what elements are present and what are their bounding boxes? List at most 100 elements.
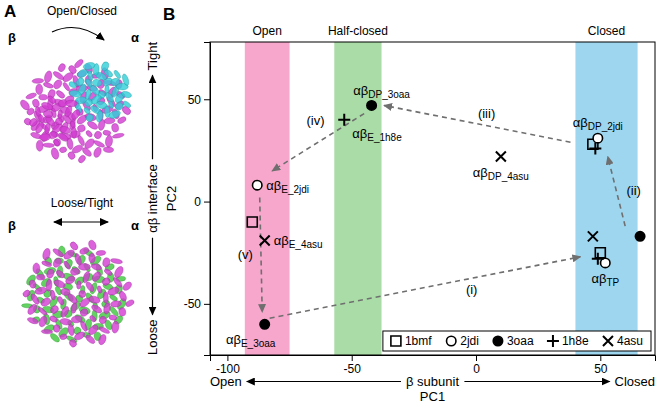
plot-area — [245, 42, 645, 355]
structure-blob — [36, 84, 43, 95]
structure-blob — [27, 316, 39, 325]
structure-blob — [53, 324, 60, 332]
structure-blob — [28, 279, 37, 289]
axis-title-arrow — [247, 381, 401, 382]
structure-blob — [50, 290, 56, 301]
structure-blob — [91, 270, 103, 282]
structure-blob — [111, 123, 119, 132]
data-point — [253, 180, 262, 189]
axis-title-secondary: PC1 — [420, 389, 445, 404]
structure-blob — [59, 305, 70, 318]
structure-open-closed — [19, 58, 133, 164]
label-subscript: E_2jdi — [281, 184, 309, 195]
structure-blob — [111, 321, 119, 334]
structure-blob — [85, 113, 95, 123]
structure-blob — [57, 63, 67, 73]
point-label: αβDP_4asu — [473, 165, 529, 182]
structure-blob — [74, 253, 83, 266]
series-3oaa — [260, 101, 645, 329]
structure-blob — [100, 61, 109, 72]
structure-blob — [117, 116, 127, 125]
points — [247, 101, 645, 329]
y-tick-mark — [204, 99, 210, 100]
y-tick-mark — [204, 304, 210, 305]
label-base: αβ — [353, 83, 368, 98]
structure-blob — [107, 286, 120, 297]
structure-blob — [40, 296, 52, 307]
point-label: αβE_2jdi — [266, 178, 309, 195]
structure-blob — [125, 299, 135, 308]
label-subscript: E_1h8e — [367, 132, 402, 143]
legend-marker — [603, 336, 613, 346]
data-point — [260, 320, 269, 329]
structure-blob — [85, 130, 93, 138]
structure-blob — [41, 260, 52, 267]
data-point — [247, 217, 257, 227]
structure-blob — [70, 302, 77, 313]
structure-blob — [103, 130, 112, 136]
y-tick: 50 — [188, 93, 210, 107]
legend-marker — [447, 336, 456, 345]
x-tick-mark — [352, 355, 353, 361]
x-tick: -50 — [344, 355, 362, 376]
motion-arrow — [52, 28, 104, 41]
y-tick-label: -50 — [184, 297, 202, 311]
data-point — [338, 114, 350, 126]
structure-blob — [86, 120, 99, 131]
data-point — [593, 133, 602, 142]
label-base: αβ — [274, 233, 289, 248]
structure-blob — [28, 117, 39, 128]
structure-blob — [96, 285, 102, 293]
structure-blob — [88, 295, 101, 305]
structure-blob — [87, 239, 97, 251]
subunit-label: α — [131, 218, 139, 233]
structure-blob — [82, 271, 91, 284]
structure-blob — [109, 314, 118, 320]
structure-blob — [52, 247, 65, 258]
subunit-label: β — [8, 218, 16, 233]
y-axis-title: LooseTightαβ interface — [145, 42, 160, 355]
data-point — [589, 142, 601, 154]
structure-blob — [105, 135, 113, 148]
structure-blob — [118, 307, 126, 316]
structure-blob — [57, 132, 70, 143]
structure-blob — [112, 133, 125, 139]
structure-blob — [84, 112, 97, 122]
figure: AOpen/ClosedβαLoose/TightβαB-100-50050-5… — [0, 0, 666, 409]
structure-blob — [57, 296, 65, 306]
structure-blob — [32, 78, 44, 83]
series-4asu — [260, 152, 598, 246]
structure-blob — [55, 269, 66, 279]
structure-blob — [49, 304, 60, 315]
axis-title: αβ interface — [145, 164, 160, 232]
structure-blob — [39, 133, 51, 141]
point-label: αβE_1h8e — [352, 126, 402, 143]
structure-blob — [77, 154, 87, 164]
subunit-label: β — [8, 30, 16, 45]
structure-blob — [83, 106, 91, 114]
structure-blob — [30, 293, 41, 306]
structure-blob — [79, 320, 88, 332]
region-label: Half-closed — [328, 24, 388, 38]
structure-blob — [101, 276, 112, 286]
transition-arrow — [384, 105, 570, 142]
structure-blob — [53, 278, 67, 289]
legend-label: 1h8e — [562, 334, 589, 348]
structure-blob — [89, 314, 97, 322]
region-label: Closed — [588, 24, 625, 38]
arrow-label: (v) — [238, 247, 253, 262]
structure-blob — [76, 281, 81, 290]
structure-blob — [55, 89, 66, 99]
structure-blob — [70, 267, 80, 276]
x-tick-label: 50 — [594, 362, 608, 376]
structure-blob — [36, 140, 43, 151]
structure-blob — [110, 258, 123, 265]
label-base: αβ — [591, 271, 606, 286]
structure-blob — [103, 147, 113, 153]
structure-blob — [43, 110, 53, 118]
structure-blob — [71, 127, 77, 139]
point-label: αβTP — [591, 271, 619, 288]
structure-blob — [77, 134, 86, 146]
panel-label: B — [163, 5, 175, 24]
axis-title-high: Closed — [615, 374, 655, 389]
